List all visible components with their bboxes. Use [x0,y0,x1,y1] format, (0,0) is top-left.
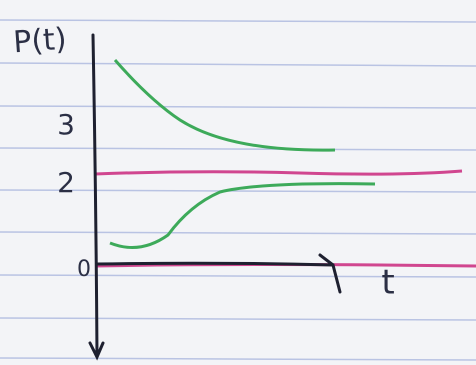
tick-label: 3 [57,108,75,141]
x-axis-label: t [381,263,394,303]
sketch: P(t) 3 2 0 t [0,0,476,365]
y-axis-label: P(t) [12,22,68,61]
page: {"graph": {"y_label": "P(t)", "x_label":… [0,0,476,365]
tick-label: 0 [77,257,91,282]
tick-label: 2 [57,166,75,199]
